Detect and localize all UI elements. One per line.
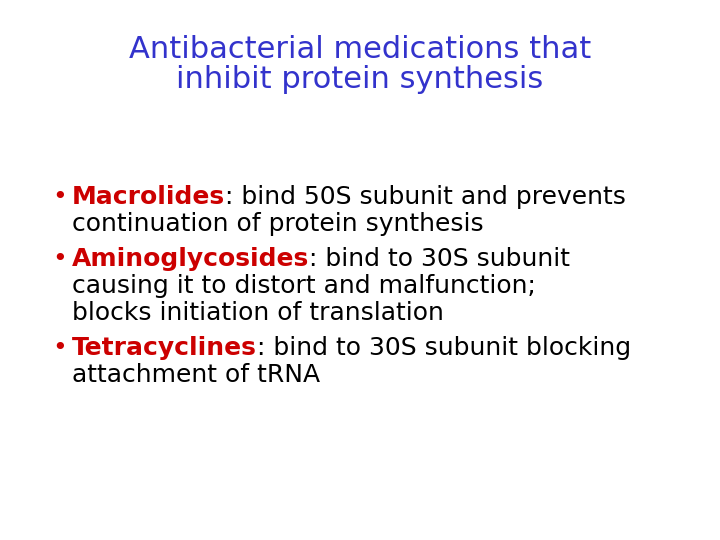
Text: •: • <box>52 336 67 360</box>
Text: inhibit protein synthesis: inhibit protein synthesis <box>176 65 544 94</box>
Text: attachment of tRNA: attachment of tRNA <box>72 363 320 387</box>
Text: Antibacterial medications that: Antibacterial medications that <box>129 35 591 64</box>
Text: continuation of protein synthesis: continuation of protein synthesis <box>72 212 484 236</box>
Text: Macrolides: Macrolides <box>72 185 225 209</box>
Text: •: • <box>52 247 67 271</box>
Text: •: • <box>52 185 67 209</box>
Text: blocks initiation of translation: blocks initiation of translation <box>72 301 444 325</box>
Text: Aminoglycosides: Aminoglycosides <box>72 247 310 271</box>
Text: : bind 50S subunit and prevents: : bind 50S subunit and prevents <box>225 185 626 209</box>
Text: causing it to distort and malfunction;: causing it to distort and malfunction; <box>72 274 536 298</box>
Text: : bind to 30S subunit: : bind to 30S subunit <box>310 247 570 271</box>
Text: Tetracyclines: Tetracyclines <box>72 336 257 360</box>
Text: : bind to 30S subunit blocking: : bind to 30S subunit blocking <box>257 336 631 360</box>
